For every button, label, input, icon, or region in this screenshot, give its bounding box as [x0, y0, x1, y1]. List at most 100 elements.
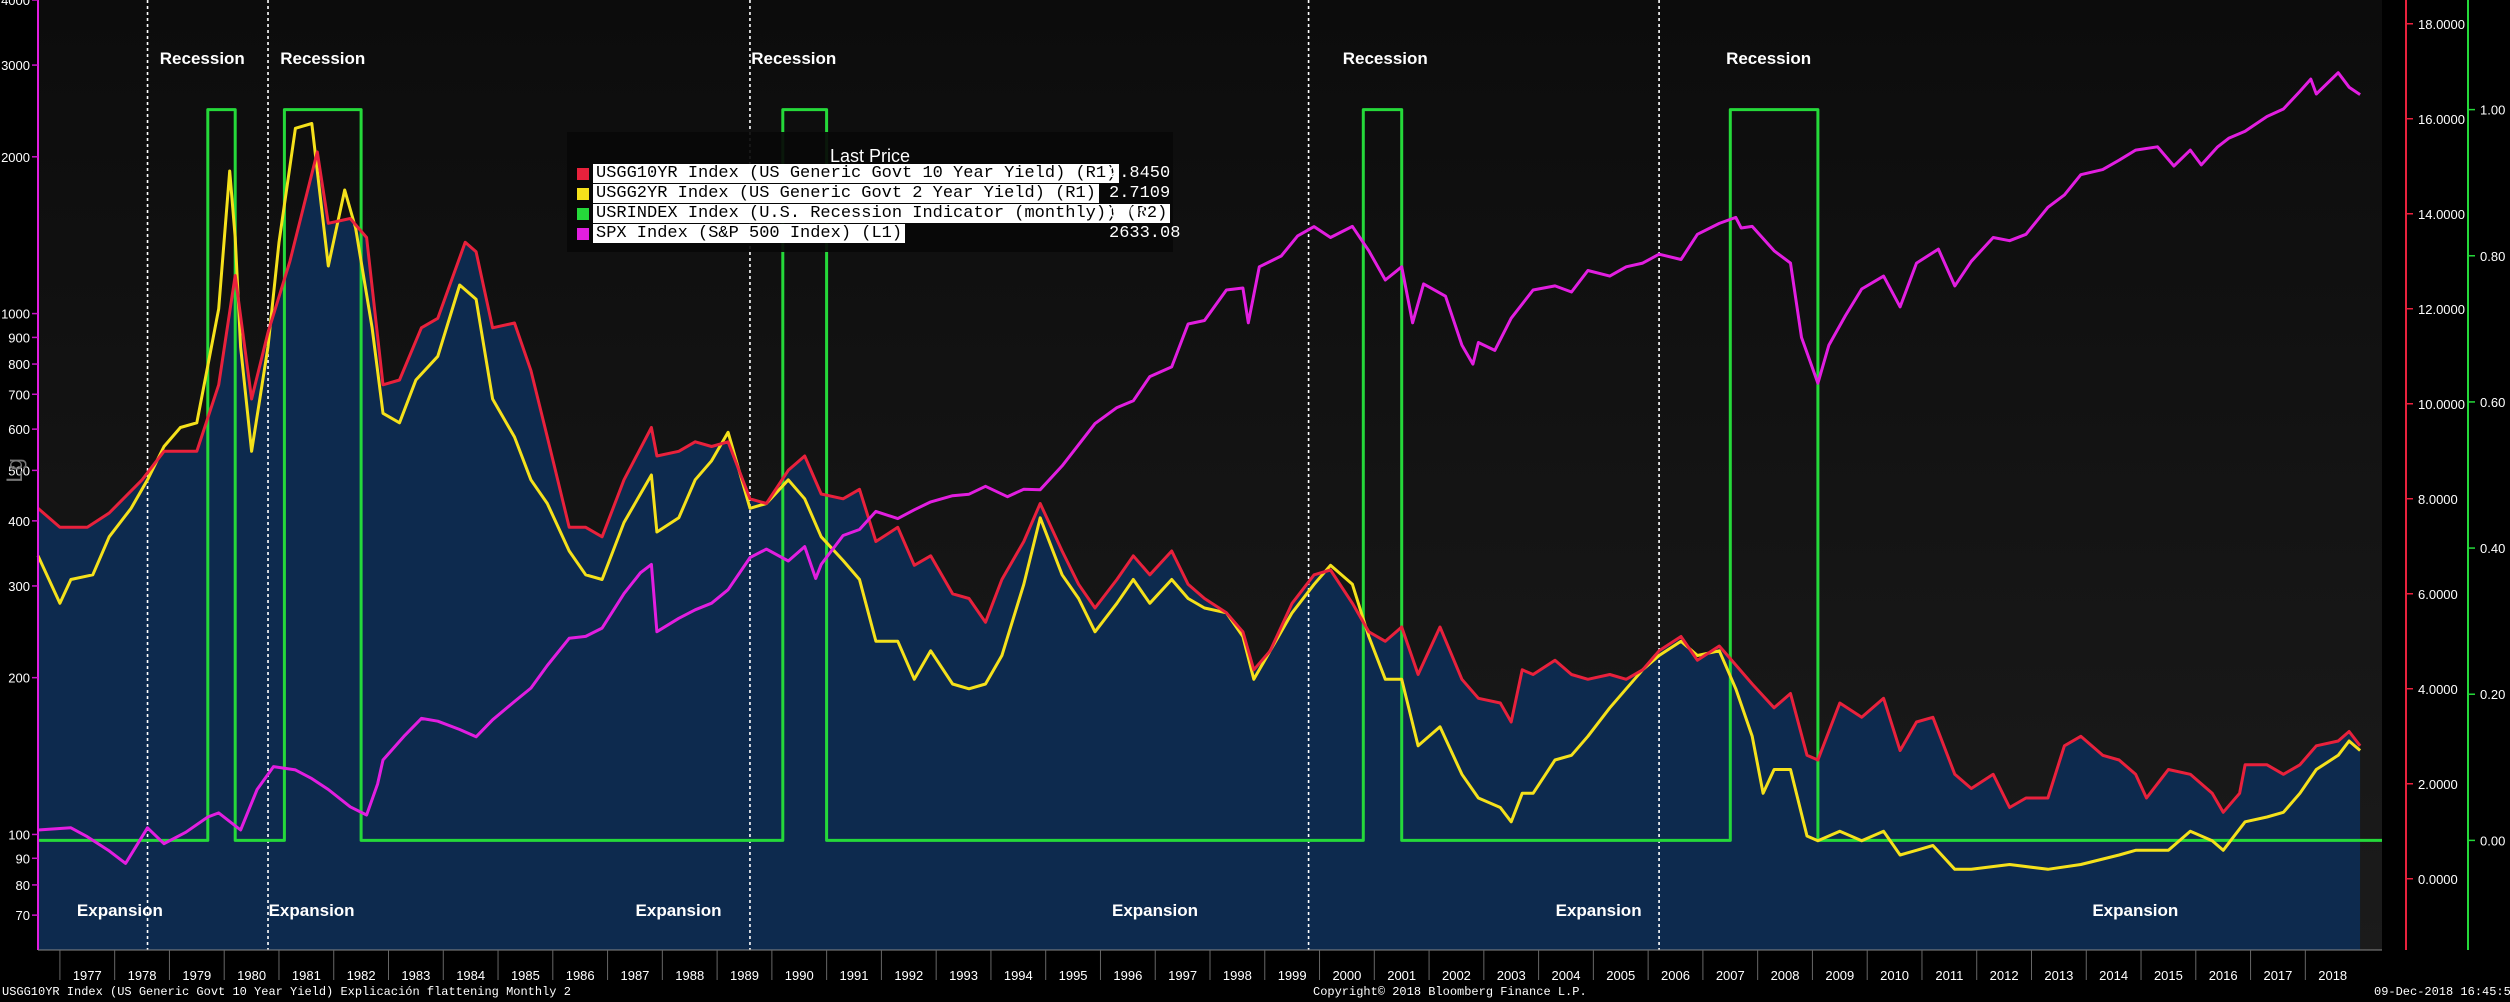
left-axis-tick-label: 600 [8, 422, 30, 437]
x-axis-tick-label: 2012 [1990, 968, 2019, 983]
recession-label: Recession [751, 49, 836, 68]
right-axis-r2-tick-label: 0.40 [2480, 541, 2505, 556]
expansion-label: Expansion [77, 901, 163, 920]
recession-label: Recession [280, 49, 365, 68]
x-axis-tick-label: 2017 [2263, 968, 2292, 983]
x-axis-tick-label: 1994 [1004, 968, 1033, 983]
footer-description: USGG10YR Index (US Generic Govt 10 Year … [2, 985, 571, 999]
right-axis-r1-tick-label: 10.0000 [2418, 397, 2465, 412]
x-axis-tick-label: 1987 [620, 968, 649, 983]
legend-title: Last Price [829, 146, 911, 166]
left-axis-tick-label: 1000 [1, 307, 30, 322]
x-axis-tick-label: 1997 [1168, 968, 1197, 983]
x-axis-tick-label: 2011 [1935, 968, 1963, 983]
x-axis-tick-label: 1979 [182, 968, 211, 983]
right-axis-r1-tick-label: 2.0000 [2418, 777, 2458, 792]
expansion-label: Expansion [269, 901, 355, 920]
left-axis-tick-label: 4000 [1, 0, 30, 8]
left-axis-tick-label: 400 [8, 514, 30, 529]
left-axis-tick-label: 70 [16, 908, 30, 923]
expansion-label: Expansion [1556, 901, 1642, 920]
legend-swatch-magenta [577, 227, 589, 240]
legend-swatch-yellow [577, 187, 589, 200]
x-axis-tick-label: 2005 [1606, 968, 1635, 983]
x-axis-tick-label: 2009 [1825, 968, 1854, 983]
right-axis-r1-tick-label: 0.0000 [2418, 872, 2458, 887]
legend-value: 2.8450 [1109, 164, 1171, 183]
x-axis-tick-label: 2008 [1771, 968, 1800, 983]
right-axis-r2-tick-label: 1.00 [2480, 103, 2505, 118]
left-axis-scale-label: Lg [2, 458, 27, 482]
left-axis-tick-label: 700 [8, 387, 30, 402]
x-axis-tick-label: 1990 [785, 968, 814, 983]
x-axis-tick-label: 1981 [292, 968, 321, 983]
x-axis-tick-label: 1982 [347, 968, 376, 983]
x-axis-tick-label: 1985 [511, 968, 540, 983]
right-axis-r2-tick-label: 0.20 [2480, 687, 2505, 702]
legend-value: 2.7109 [1109, 184, 1171, 203]
left-axis-tick-label: 200 [8, 671, 30, 686]
x-axis-tick-label: 1984 [456, 968, 485, 983]
legend-label: USGG10YR Index (US Generic Govt 10 Year … [593, 164, 1120, 183]
left-axis-tick-label: 100 [8, 827, 30, 842]
right-axis-r2-tick-label: 0.60 [2480, 395, 2505, 410]
x-axis-tick-label: 1988 [675, 968, 704, 983]
legend-item-usgg10yr: USGG10YR Index (US Generic Govt 10 Year … [577, 164, 1170, 184]
recession-label: Recession [160, 49, 245, 68]
right-axis-r1-tick-label: 4.0000 [2418, 682, 2458, 697]
legend-label: USRINDEX Index (U.S. Recession Indicator… [593, 204, 1171, 223]
left-axis-tick-label: 800 [8, 357, 30, 372]
right-axis-r1-tick-label: 14.0000 [2418, 207, 2465, 222]
series-line-usgg2yr [36, 122, 2362, 871]
left-axis-tick-label: 500 [8, 463, 30, 478]
x-axis-tick-label: 2015 [2154, 968, 2183, 983]
x-axis-tick-label: 2014 [2099, 968, 2128, 983]
expansion-label: Expansion [1112, 901, 1198, 920]
left-axis-tick-label: 300 [8, 579, 30, 594]
x-axis-tick-label: 2003 [1497, 968, 1526, 983]
legend-item-usgg2yr: USGG2YR Index (US Generic Govt 2 Year Yi… [577, 184, 1170, 204]
left-axis-tick-label: 3000 [1, 58, 30, 73]
right-axis-r2-tick-label: 0.80 [2480, 249, 2505, 264]
x-axis-tick-label: 1983 [401, 968, 430, 983]
x-axis-tick-label: 2000 [1332, 968, 1361, 983]
legend-box: Last Price USGG10YR Index (US Generic Go… [567, 132, 1180, 252]
recession-label: Recession [1726, 49, 1811, 68]
x-axis-tick-label: 2016 [2209, 968, 2238, 983]
x-axis-tick-label: 2018 [2318, 968, 2347, 983]
x-axis-tick-label: 2002 [1442, 968, 1471, 983]
legend-value: 0.00 [1109, 204, 1150, 223]
x-axis-tick-label: 2013 [2044, 968, 2073, 983]
right-axis-r1-tick-label: 16.0000 [2418, 112, 2465, 127]
x-axis-tick-label: 1991 [840, 968, 869, 983]
series-line-usrindex [38, 108, 2382, 842]
x-axis-tick-label: 1986 [566, 968, 595, 983]
series-line-usgg10yr [37, 150, 2362, 814]
expansion-label: Expansion [636, 901, 722, 920]
x-axis-tick-label: 2001 [1387, 968, 1416, 983]
left-axis-tick-label: 90 [16, 851, 30, 866]
x-axis-tick-label: 1993 [949, 968, 978, 983]
x-axis-tick-label: 1980 [237, 968, 266, 983]
x-axis-tick-label: 1999 [1278, 968, 1307, 983]
series-line-spx [37, 71, 2361, 865]
x-axis-tick-label: 1978 [128, 968, 157, 983]
right-axis-r1-tick-label: 18.0000 [2418, 17, 2465, 32]
legend-label: SPX Index (S&P 500 Index) (L1) [593, 224, 906, 243]
x-axis-tick-label: 1998 [1223, 968, 1252, 983]
legend-item-usrindex: USRINDEX Index (U.S. Recession Indicator… [577, 204, 1171, 224]
x-axis-tick-label: 1977 [73, 968, 102, 983]
x-axis-tick-label: 2006 [1661, 968, 1690, 983]
right-axis-r1-tick-label: 6.0000 [2418, 587, 2458, 602]
x-axis-tick-label: 1992 [894, 968, 923, 983]
x-axis-tick-label: 2004 [1552, 968, 1581, 983]
left-axis-tick-label: 900 [8, 330, 30, 345]
x-axis-tick-label: 1996 [1113, 968, 1142, 983]
right-axis-r1-tick-label: 8.0000 [2418, 492, 2458, 507]
x-axis-tick-label: 2010 [1880, 968, 1909, 983]
x-axis-tick-label: 2007 [1716, 968, 1745, 983]
legend-label: USGG2YR Index (US Generic Govt 2 Year Yi… [593, 184, 1099, 203]
x-axis-tick-label: 1995 [1059, 968, 1088, 983]
